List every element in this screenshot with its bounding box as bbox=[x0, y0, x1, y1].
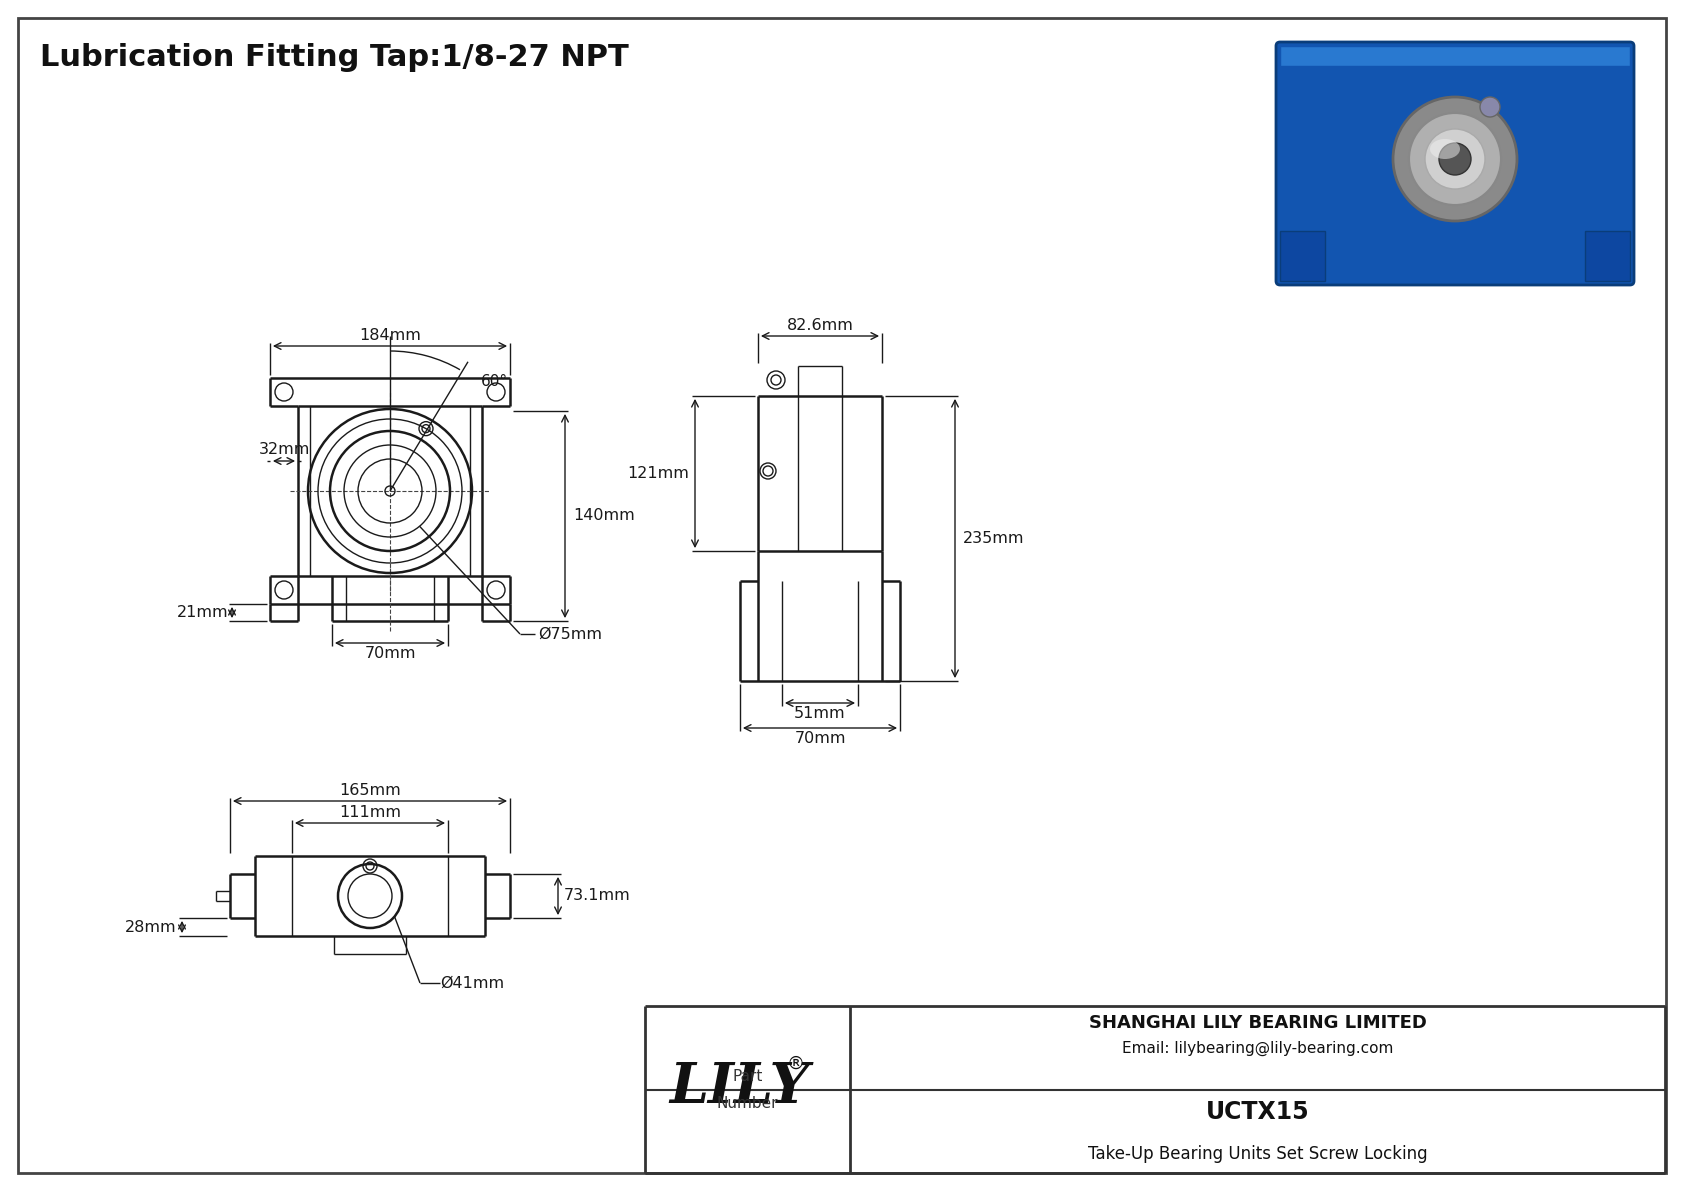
Text: 73.1mm: 73.1mm bbox=[564, 888, 632, 904]
FancyBboxPatch shape bbox=[1276, 42, 1633, 285]
Text: 235mm: 235mm bbox=[963, 531, 1024, 545]
Ellipse shape bbox=[1430, 139, 1460, 160]
Polygon shape bbox=[1280, 46, 1630, 66]
Text: Number: Number bbox=[717, 1096, 778, 1111]
Text: 60°: 60° bbox=[482, 374, 509, 389]
Text: Ø41mm: Ø41mm bbox=[440, 975, 504, 991]
Text: 121mm: 121mm bbox=[626, 466, 689, 481]
Text: 32mm: 32mm bbox=[258, 442, 310, 457]
Circle shape bbox=[1410, 113, 1500, 205]
Text: 140mm: 140mm bbox=[573, 509, 635, 524]
Text: Lubrication Fitting Tap:1/8-27 NPT: Lubrication Fitting Tap:1/8-27 NPT bbox=[40, 43, 628, 71]
Text: Take-Up Bearing Units Set Screw Locking: Take-Up Bearing Units Set Screw Locking bbox=[1088, 1145, 1428, 1162]
Text: 28mm: 28mm bbox=[125, 919, 177, 935]
Text: 82.6mm: 82.6mm bbox=[786, 318, 854, 333]
Text: 111mm: 111mm bbox=[338, 805, 401, 819]
Circle shape bbox=[1393, 96, 1517, 222]
Circle shape bbox=[1440, 143, 1472, 175]
Text: Part: Part bbox=[733, 1070, 763, 1084]
Text: Email: lilybearing@lily-bearing.com: Email: lilybearing@lily-bearing.com bbox=[1122, 1041, 1393, 1055]
Text: Ø75mm: Ø75mm bbox=[537, 626, 601, 642]
Text: UCTX15: UCTX15 bbox=[1206, 1100, 1310, 1124]
Bar bbox=[1280, 231, 1325, 281]
Text: 21mm: 21mm bbox=[177, 605, 227, 621]
Text: 184mm: 184mm bbox=[359, 328, 421, 343]
Circle shape bbox=[1480, 96, 1500, 117]
Text: SHANGHAI LILY BEARING LIMITED: SHANGHAI LILY BEARING LIMITED bbox=[1088, 1014, 1426, 1031]
Text: LILY: LILY bbox=[670, 1060, 810, 1115]
Text: 51mm: 51mm bbox=[795, 706, 845, 721]
Text: 70mm: 70mm bbox=[364, 646, 416, 661]
Text: ®: ® bbox=[786, 1054, 805, 1073]
Text: 165mm: 165mm bbox=[338, 782, 401, 798]
Circle shape bbox=[1425, 129, 1485, 189]
Bar bbox=[1585, 231, 1630, 281]
Text: 70mm: 70mm bbox=[795, 731, 845, 746]
